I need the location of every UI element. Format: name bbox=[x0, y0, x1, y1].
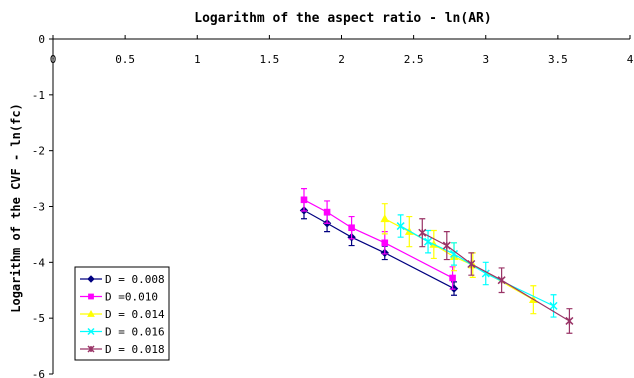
series-line bbox=[400, 225, 554, 307]
legend-label: D = 0.014 bbox=[105, 308, 165, 321]
data-point bbox=[87, 345, 95, 353]
legend-label: D = 0.018 bbox=[105, 343, 165, 356]
x-tick-label: 1 bbox=[194, 53, 201, 66]
data-point bbox=[418, 228, 427, 237]
legend: D = 0.008 D =0.010 D = 0.014 D = 0.016 D = 0… bbox=[74, 266, 170, 361]
data-point bbox=[549, 301, 558, 310]
y-tick-label: 0 bbox=[38, 33, 45, 46]
data-point bbox=[348, 224, 355, 232]
x-tick-label: 2 bbox=[338, 53, 345, 66]
legend-box bbox=[74, 266, 170, 361]
x-tick-label: 3 bbox=[482, 53, 489, 66]
legend-label: D = 0.016 bbox=[105, 326, 165, 339]
x-tick-label: 3.5 bbox=[548, 53, 568, 66]
series-3 bbox=[380, 203, 538, 315]
y-axis-label: Logarithm of the CVF - ln(fc) bbox=[9, 103, 23, 313]
legend-item: D = 0.016 bbox=[80, 326, 165, 339]
y-tick-label: -1 bbox=[32, 89, 45, 102]
data-point bbox=[481, 269, 490, 278]
x-tick-label: 4 bbox=[627, 53, 634, 66]
data-point bbox=[424, 237, 433, 246]
data-point bbox=[442, 241, 451, 250]
series-line bbox=[384, 218, 534, 301]
chart-title: Logarithm of the aspect ratio - ln(AR) bbox=[194, 11, 491, 26]
y-tick-label: -3 bbox=[32, 201, 45, 214]
y-tick-label: -4 bbox=[32, 256, 46, 269]
x-tick-label: 1.5 bbox=[259, 53, 279, 66]
data-point bbox=[396, 222, 405, 231]
data-point bbox=[380, 214, 390, 223]
data-point bbox=[497, 276, 506, 285]
data-point bbox=[300, 196, 308, 204]
y-tick-label: -6 bbox=[32, 368, 45, 378]
series-layer bbox=[299, 188, 574, 334]
x-tick-label: 0 bbox=[50, 53, 57, 66]
axes: 0 0.5 1 1.5 2 2.5 3 3.5 4 0 -1 -2 -3 -4 -5 -6 bbox=[32, 33, 634, 378]
legend-item: D =0.010 bbox=[80, 291, 158, 304]
legend-label: D =0.010 bbox=[105, 291, 158, 304]
data-point bbox=[565, 316, 574, 325]
data-point bbox=[88, 293, 94, 300]
data-point bbox=[87, 309, 95, 317]
legend-item: D = 0.014 bbox=[80, 308, 165, 321]
legend-label: D = 0.008 bbox=[105, 273, 165, 286]
legend-item: D = 0.008 bbox=[80, 273, 165, 286]
y-tick-label: -2 bbox=[32, 145, 45, 158]
series-line bbox=[422, 232, 570, 322]
data-point bbox=[323, 208, 331, 216]
x-tick-label: 0.5 bbox=[115, 53, 135, 66]
series-5 bbox=[418, 218, 574, 334]
legend-item: D = 0.018 bbox=[80, 343, 165, 356]
x-tick-label: 2.5 bbox=[404, 53, 424, 66]
data-point bbox=[449, 274, 456, 282]
data-point bbox=[87, 327, 95, 336]
y-tick-label: -5 bbox=[32, 312, 45, 325]
series-2 bbox=[300, 188, 456, 290]
data-point bbox=[87, 275, 95, 283]
data-point bbox=[467, 259, 476, 269]
data-point bbox=[381, 239, 389, 247]
data-point bbox=[449, 249, 459, 258]
